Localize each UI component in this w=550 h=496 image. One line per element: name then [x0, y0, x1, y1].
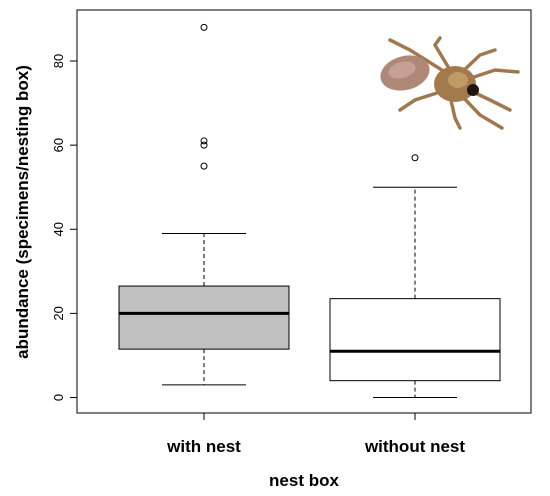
box-series [118, 23, 501, 398]
outlier-point [200, 23, 208, 31]
x-axis-title: nest box [269, 471, 339, 490]
box-without-nest [329, 154, 501, 398]
y-tick-label: 20 [51, 306, 66, 320]
box-with-nest [118, 23, 290, 386]
x-axis: with nest without nest [166, 413, 465, 456]
outlier-point [200, 162, 208, 170]
iqr-box [329, 298, 501, 382]
x-tick-label: without nest [364, 437, 465, 456]
y-tick-label: 60 [51, 138, 66, 152]
outlier-point [411, 154, 419, 162]
iqr-box [118, 285, 290, 350]
y-axis: 0 20 40 60 80 [51, 54, 78, 401]
y-tick-label: 80 [51, 54, 66, 68]
spider-photo-icon [380, 36, 520, 130]
outlier-point [200, 137, 208, 145]
y-axis-title: abundance (specimens/nesting box) [13, 65, 32, 359]
outlier-point [200, 141, 208, 149]
x-tick-label: with nest [166, 437, 241, 456]
y-tick-label: 40 [51, 222, 66, 236]
y-tick-label: 0 [51, 394, 66, 401]
